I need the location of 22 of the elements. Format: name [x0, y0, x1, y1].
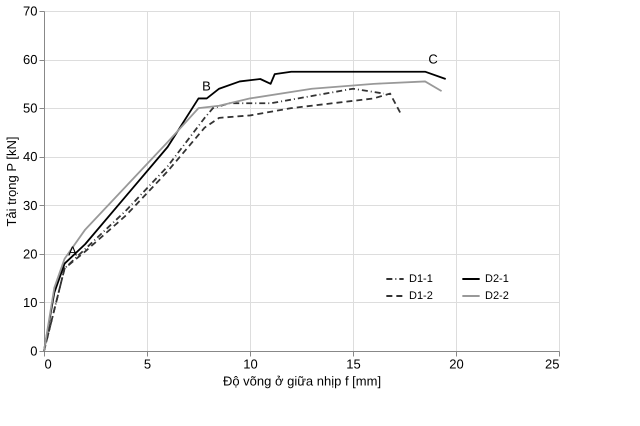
y-tick-label: 50 [23, 100, 38, 116]
y-tick-label: 20 [23, 246, 38, 262]
annotation: B [202, 78, 211, 94]
x-tick-label: 15 [346, 356, 361, 372]
x-axis-title: Độ võng ở giữa nhịp f [mm] [222, 374, 382, 388]
x-tick-label: 0 [44, 356, 52, 372]
x-tick-label: 10 [243, 356, 258, 372]
y-tick-label: 30 [23, 198, 38, 213]
y-tick-label: 60 [23, 52, 38, 68]
y-tick-label: 40 [23, 149, 38, 164]
legend-label: D1-1 [409, 273, 433, 285]
y-tick-label: 0 [30, 344, 38, 358]
x-tick-label: 5 [144, 356, 152, 372]
y-tick-label: 70 [23, 4, 38, 18]
legend-label: D2-1 [485, 273, 509, 285]
x-tick-label: 20 [449, 356, 464, 372]
annotation: C [428, 52, 438, 67]
y-axis-title: Tải trọng P [kN] [4, 136, 20, 227]
legend-label: D1-2 [409, 290, 433, 302]
x-tick-label: 25 [545, 356, 560, 372]
y-tick-label: 10 [23, 294, 38, 310]
legend-label: D2-2 [485, 290, 509, 302]
